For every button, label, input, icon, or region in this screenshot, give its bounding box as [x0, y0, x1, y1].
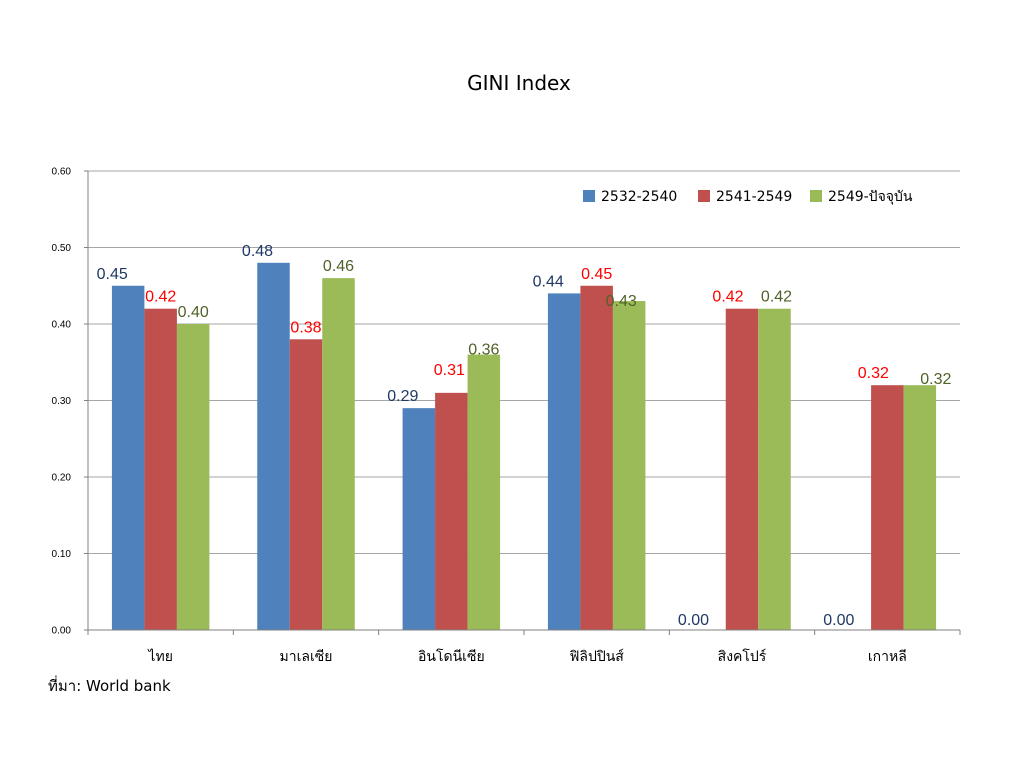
- legend-swatch: [698, 190, 710, 202]
- bar: [903, 385, 937, 630]
- y-tick-label: 0.30: [52, 396, 72, 407]
- y-axis: 0.00 0.10 0.20 0.30 0.40 0.50 0.60: [52, 167, 89, 637]
- data-label: 0.38: [290, 319, 321, 336]
- data-label: 0.48: [242, 243, 273, 260]
- bar: [871, 385, 904, 630]
- y-tick-label: 0.40: [52, 320, 72, 331]
- category-label: มาเลเซีย: [280, 649, 333, 665]
- data-label: 0.45: [97, 266, 128, 283]
- bar: [289, 339, 323, 630]
- category-label: สิงคโปร์: [718, 648, 767, 665]
- data-label: 0.32: [858, 365, 889, 382]
- y-tick-label: 0.00: [52, 626, 72, 637]
- bar: [144, 308, 177, 630]
- source-note: ที่มา: World bank: [48, 677, 171, 695]
- data-label: 0.29: [387, 388, 418, 405]
- legend-swatch: [583, 190, 595, 202]
- data-label: 0.00: [678, 612, 709, 629]
- legend-swatch: [810, 190, 822, 202]
- y-tick-label: 0.60: [52, 167, 72, 178]
- x-axis: ไทย มาเลเซีย อินโดนีเซีย ฟิลิปปินส์ สิงคโปร์…: [87, 629, 961, 665]
- data-label: 0.43: [606, 293, 637, 310]
- legend-label: 2532-2540: [601, 189, 677, 205]
- data-label: 0.42: [712, 289, 743, 306]
- data-label: 0.42: [761, 289, 792, 306]
- data-label: 0.36: [468, 342, 499, 359]
- bar: [322, 278, 355, 630]
- data-label: 0.32: [920, 371, 951, 388]
- legend: 2532-2540 2541-2549 2549-ปัจจุบัน: [583, 189, 913, 205]
- bar: [467, 354, 501, 630]
- bar: [547, 293, 581, 630]
- category-label: ไทย: [147, 648, 172, 665]
- data-label: 0.00: [823, 612, 854, 629]
- bar: [580, 285, 613, 630]
- bar: [612, 301, 646, 630]
- grid-lines: [88, 170, 960, 631]
- category-label: ฟิลิปปินส์: [569, 648, 624, 665]
- data-label: 0.46: [323, 258, 354, 275]
- bar: [402, 408, 436, 630]
- legend-label: 2541-2549: [716, 189, 792, 205]
- data-labels: 0.450.420.400.480.380.460.290.310.360.44…: [97, 243, 952, 629]
- y-tick-label: 0.10: [52, 549, 72, 560]
- data-label: 0.31: [434, 362, 465, 379]
- bar: [176, 324, 210, 630]
- bar: [257, 262, 290, 630]
- data-label: 0.42: [145, 289, 176, 306]
- category-label: อินโดนีเซีย: [418, 648, 485, 665]
- data-label: 0.45: [581, 266, 612, 283]
- bar: [725, 308, 759, 630]
- bar: [758, 308, 791, 630]
- bars: [111, 262, 937, 630]
- category-label: เกาหลี: [868, 649, 907, 665]
- bar: [111, 285, 145, 630]
- y-tick-label: 0.20: [52, 473, 72, 484]
- y-tick-label: 0.50: [52, 243, 72, 254]
- chart-title: GINI Index: [467, 71, 571, 95]
- legend-label: 2549-ปัจจุบัน: [828, 189, 913, 205]
- data-label: 0.40: [178, 304, 209, 321]
- bar: [435, 392, 468, 630]
- data-label: 0.44: [533, 273, 564, 290]
